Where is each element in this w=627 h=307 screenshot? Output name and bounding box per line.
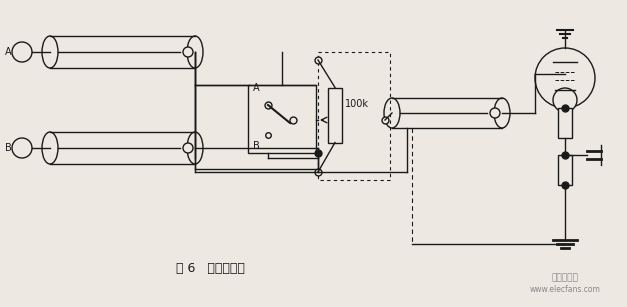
Circle shape	[490, 108, 500, 118]
Text: B: B	[4, 143, 11, 153]
Circle shape	[12, 42, 32, 62]
Ellipse shape	[494, 98, 510, 128]
Ellipse shape	[187, 36, 203, 68]
Text: A: A	[4, 47, 11, 57]
Text: A: A	[253, 83, 260, 93]
Text: 100k: 100k	[345, 99, 369, 109]
Circle shape	[12, 138, 32, 158]
Text: B: B	[253, 141, 260, 151]
Bar	[558, 108, 572, 138]
Text: 电子发烧友: 电子发烧友	[552, 274, 579, 282]
Circle shape	[183, 47, 193, 57]
Bar	[248, 85, 316, 153]
Text: 图 6   双芯屏蔽线: 图 6 双芯屏蔽线	[176, 262, 245, 274]
Ellipse shape	[187, 132, 203, 164]
Circle shape	[535, 48, 595, 108]
Circle shape	[183, 143, 193, 153]
Bar	[558, 155, 572, 185]
Circle shape	[553, 88, 577, 112]
Text: www.elecfans.com: www.elecfans.com	[530, 286, 601, 294]
Bar	[328, 87, 342, 142]
